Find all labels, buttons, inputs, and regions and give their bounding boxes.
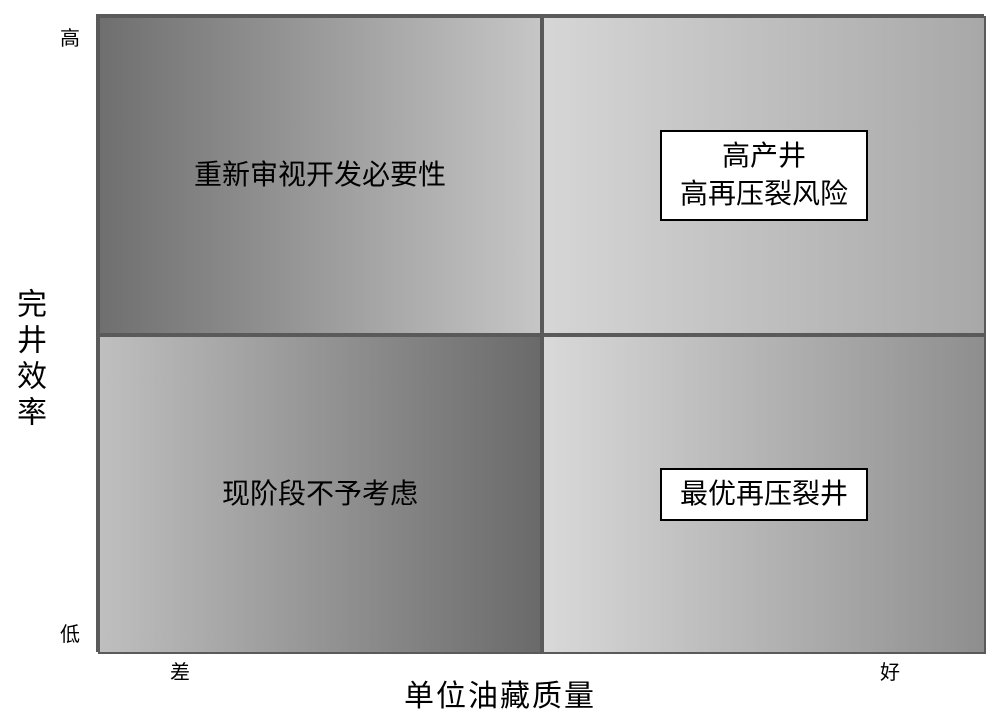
quadrant-top-left: 重新审视开发必要性 [98, 16, 542, 335]
y-tick-low: 低 [60, 618, 80, 647]
x-axis-title: 单位油藏质量 [404, 671, 596, 715]
quadrant-bottom-left-label: 现阶段不予考虑 [204, 470, 436, 520]
stage: 完井效率 高 低 单位油藏质量 差 好 重新审视开发必要性 高产井 高再压裂风险… [0, 0, 1000, 719]
y-axis-title: 完井效率 [6, 288, 50, 432]
quadrant-bottom-left: 现阶段不予考虑 [98, 335, 542, 654]
quadrant-top-left-label: 重新审视开发必要性 [176, 151, 464, 201]
quadrant-top-right-label: 高产井 高再压裂风险 [660, 130, 868, 222]
quadrant-bottom-right: 最优再压裂井 [542, 335, 986, 654]
x-tick-low: 差 [170, 656, 190, 685]
x-tick-high: 好 [880, 656, 900, 685]
quadrant-bottom-right-label: 最优再压裂井 [660, 468, 868, 522]
quadrant-matrix: 重新审视开发必要性 高产井 高再压裂风险 现阶段不予考虑 最优再压裂井 [96, 14, 984, 652]
y-tick-high: 高 [60, 22, 80, 51]
quadrant-top-right: 高产井 高再压裂风险 [542, 16, 986, 335]
